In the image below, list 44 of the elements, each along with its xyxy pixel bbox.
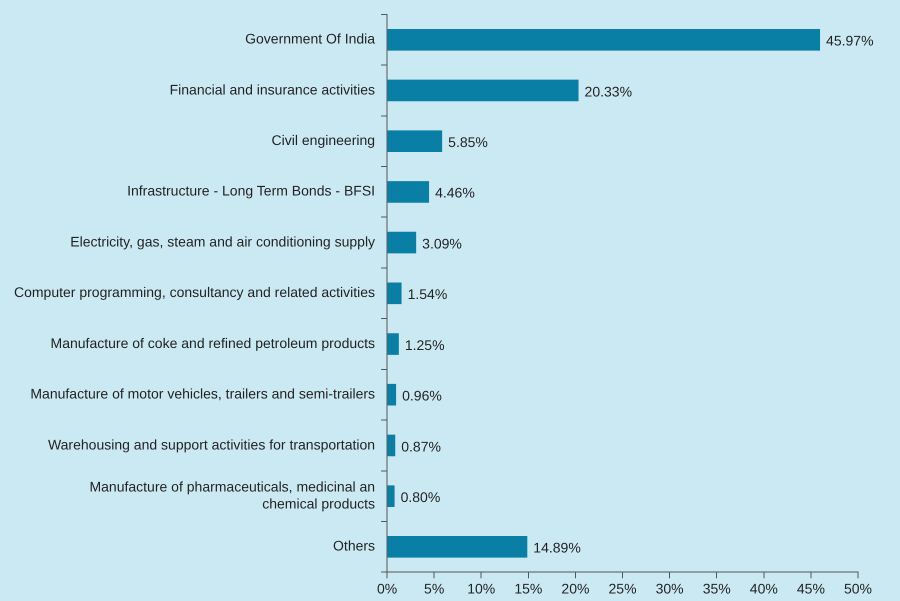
data-label: 1.25% (404, 336, 445, 353)
data-label: 3.09% (422, 235, 462, 252)
data-label: 5.85% (448, 134, 488, 150)
data-label: 45.97% (826, 32, 874, 49)
x-tick-label: 30% (656, 580, 684, 596)
bar (388, 80, 579, 102)
data-label: 1.54% (408, 286, 448, 302)
data-label: 20.33% (584, 83, 632, 100)
bar (388, 232, 416, 254)
y-tick-label: Electricity, gas, steam and air conditioning supply (70, 233, 376, 250)
x-tick-label: 50% (844, 580, 872, 596)
x-tick-label: 15% (514, 580, 542, 596)
x-tick-label: 5% (424, 580, 444, 596)
x-tick-label: 45% (796, 580, 825, 596)
x-tick-label: 35% (702, 580, 731, 596)
x-tick-label: 25% (608, 580, 637, 596)
data-label: 4.46% (435, 184, 475, 201)
bar (388, 282, 402, 304)
y-tick-label: Computer programming, consultancy and related activities (14, 284, 376, 300)
bar (388, 181, 430, 203)
bar (388, 485, 395, 507)
y-tick-label: Infrastructure - Long Term Bonds - BFSI (127, 182, 376, 199)
y-tick-label: Civil engineering (272, 132, 376, 148)
y-tick-label: Warehousing and support activities for transportation (48, 436, 376, 452)
bar (388, 536, 528, 558)
x-tick-label: 10% (467, 580, 496, 596)
x-tick-label: 40% (750, 580, 778, 596)
y-tick-label: Financial and insurance activities (170, 81, 376, 98)
data-label: 0.87% (401, 438, 441, 454)
bar (388, 434, 396, 456)
y-tick-label: Government Of India (245, 30, 376, 47)
y-tick-label: Others (333, 538, 376, 554)
bar (388, 130, 442, 152)
y-tick-label: Manufacture of motor vehicles, trailers and semi-trailers (30, 386, 376, 402)
data-label: 14.89% (533, 540, 581, 556)
x-tick-label: 20% (561, 580, 590, 596)
y-tick-label: Manufacture of coke and refined petroleum products (50, 334, 376, 351)
y-tick-label: Manufacture of pharmaceuticals, medicinal an chemical products (89, 478, 376, 512)
data-label: 0.96% (402, 388, 442, 404)
x-tick-label: 0% (376, 580, 398, 596)
bar (388, 384, 396, 406)
data-label: 0.80% (400, 488, 440, 505)
bar (388, 333, 399, 355)
bar (388, 28, 820, 51)
